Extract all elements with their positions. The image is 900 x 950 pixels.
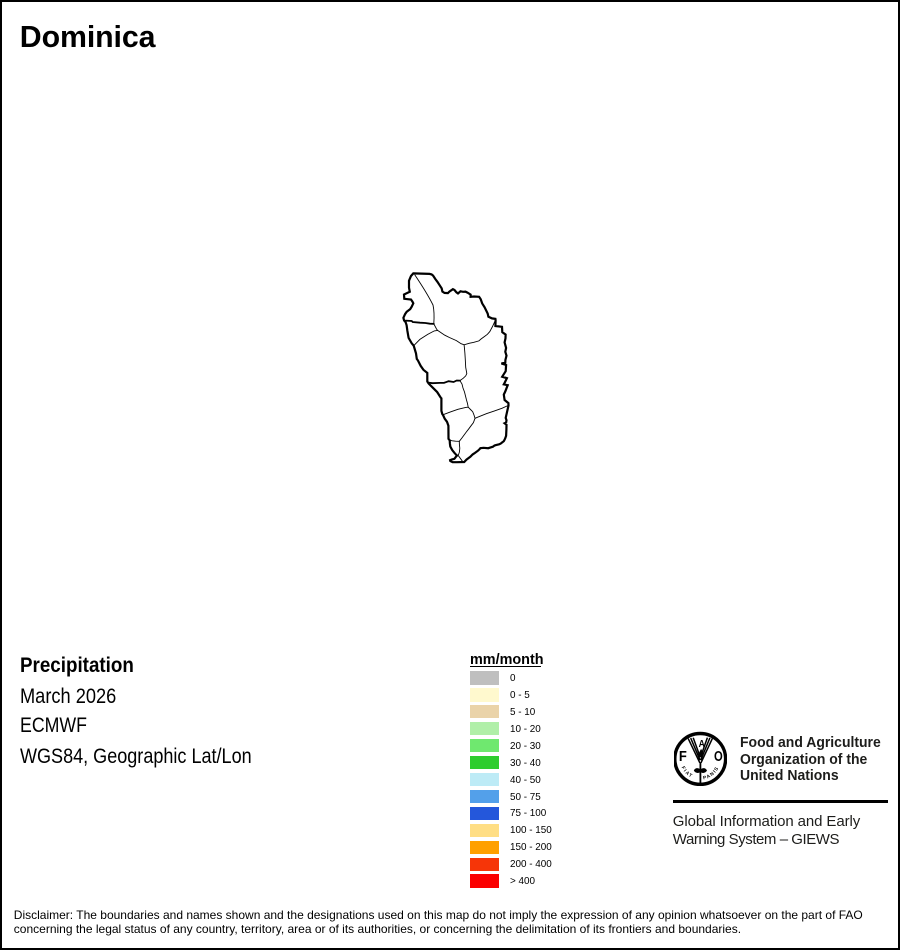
svg-text:A: A — [699, 738, 705, 750]
svg-text:O: O — [714, 747, 723, 764]
svg-text:F: F — [679, 747, 687, 764]
